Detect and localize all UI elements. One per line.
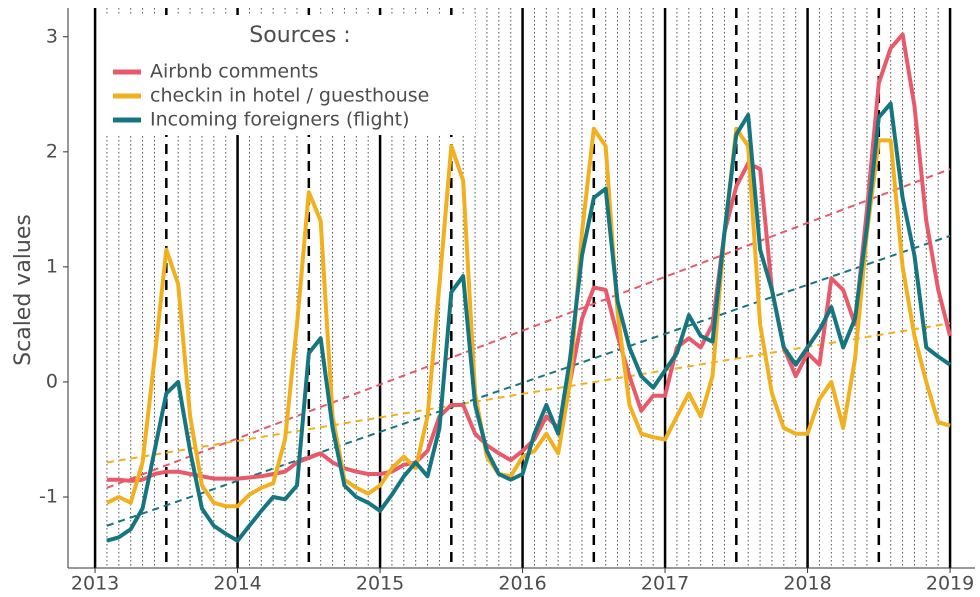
- x-tick-label: 2014: [213, 573, 261, 595]
- x-tick-label: 2019: [926, 573, 974, 595]
- legend-label: Incoming foreigners (flight): [150, 109, 410, 131]
- y-tick-label: 0: [46, 370, 58, 392]
- legend-label: checkin in hotel / guesthouse: [150, 85, 429, 107]
- series-line: [106, 32, 953, 483]
- legend-title: Sources :: [249, 23, 350, 48]
- series-line: [106, 101, 952, 543]
- trend-line: [106, 234, 951, 527]
- y-tick-label: 2: [46, 140, 58, 162]
- legend-label: Airbnb comments: [150, 61, 318, 83]
- x-tick-label: 2013: [71, 573, 119, 595]
- legend-box: [105, 15, 475, 135]
- x-tick-label: 2016: [498, 573, 546, 595]
- y-tick-label: 1: [46, 255, 58, 277]
- trend-line: [106, 168, 951, 489]
- y-tick-label: 3: [46, 25, 58, 47]
- y-tick-label: -1: [39, 486, 58, 508]
- x-tick-label: 2018: [783, 573, 831, 595]
- y-axis-label: Scaled values: [11, 214, 36, 366]
- x-tick-label: 2017: [641, 573, 689, 595]
- x-tick-label: 2015: [356, 573, 404, 595]
